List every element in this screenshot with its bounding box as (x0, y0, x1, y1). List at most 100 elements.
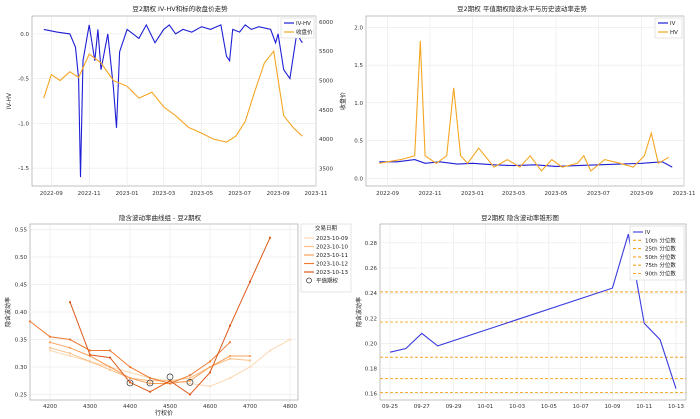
chart1-series-price (43, 49, 303, 143)
chart3-point (68, 354, 72, 358)
chart3-y-tick: 0.45 (15, 283, 28, 289)
chart1-legend: IV-HV 收盘价 (280, 17, 315, 39)
chart3-point (128, 365, 132, 369)
chart2-y-tick: 0.0 (354, 176, 363, 182)
chart1-y2label: 收盘价 (339, 92, 347, 110)
chart2-x-tick: 2023-01 (461, 191, 484, 197)
chart4-x-tick: 09-25 (382, 404, 398, 410)
chart1-y2-tick: 3500 (319, 166, 333, 172)
chart3-x-tick: 4800 (283, 404, 297, 410)
chart3-point (248, 280, 252, 283)
chart3-point (168, 382, 172, 385)
chart1-x-tick: 2023-03 (152, 191, 175, 197)
iv-smile-chart: 隐含波动率曲线组 - 豆2期权 4200 4300 4400 4500 4600 4700… (4, 213, 352, 417)
chart3-point (248, 365, 252, 369)
chart3-point (28, 320, 32, 323)
chart3-atm-marker (186, 379, 194, 386)
chart4-y-tick: 0.26 (365, 266, 378, 272)
chart4-x-tick: 09-29 (446, 404, 462, 410)
chart1-x-tick: 2022-09 (40, 191, 63, 197)
chart3-legend-atm-swatch (306, 277, 312, 284)
chart2-title: 豆2期权 平值期权隐波水平与历史波动率走势 (457, 4, 587, 13)
chart4-y-tick: 0.16 (365, 392, 378, 398)
chart4-legend-label: 25th 分位数 (645, 245, 676, 253)
chart3-point (228, 357, 232, 360)
chart4-x-tick: 10-11 (636, 404, 652, 410)
chart3-point (128, 381, 132, 384)
chart2-x-tick: 2023-03 (502, 191, 525, 197)
chart3-atm-marker (166, 373, 174, 381)
chart3-point (228, 341, 232, 344)
chart4-legend-label: 75th 分位数 (645, 261, 676, 269)
chart3-point (188, 376, 192, 380)
chart3-point (88, 353, 92, 356)
chart2-y-tick: 1.0 (354, 101, 363, 107)
chart3-legend-label: 2023-10-10 (316, 245, 348, 251)
chart2-y-tick: 0.5 (354, 139, 363, 145)
chart3-point (208, 371, 212, 374)
chart2-y-tick: 2.0 (354, 25, 363, 31)
chart1-y2-tick: 6000 (319, 20, 333, 26)
chart1-y-tick: 0.0 (20, 32, 29, 38)
chart4-ylabel: 隐含波动率 (355, 297, 363, 327)
chart3-point (188, 382, 192, 385)
chart3-point (68, 352, 72, 355)
chart2-x-tick: 2023-09 (630, 191, 653, 197)
chart4-x-tick: 10-13 (668, 404, 684, 410)
chart2-x-tick: 2023-07 (587, 191, 610, 197)
chart4-x-tick: 10-09 (604, 404, 620, 410)
chart1-x-tick: 2023-05 (190, 191, 213, 197)
chart3-y-tick: 0.35 (15, 338, 28, 344)
chart2-series-hv (379, 40, 669, 172)
chart3-point (148, 376, 152, 380)
chart2-legend: IV HV (654, 17, 683, 39)
chart3-y-tick: 0.30 (15, 365, 28, 371)
chart3-point (208, 360, 212, 363)
chart3-point (248, 354, 252, 358)
chart4-y-tick: 0.18 (365, 367, 378, 373)
chart3-point (128, 371, 132, 374)
chart3-point (228, 354, 232, 358)
chart3-xlabel: 行权价 (155, 409, 173, 417)
chart3-point (188, 379, 192, 382)
chart3-point (108, 356, 112, 359)
chart1-x-tick: 2023-01 (116, 191, 139, 197)
chart1-legend-iv-hv: IV-HV (296, 21, 311, 27)
chart3-point (148, 382, 152, 385)
chart1-title: 豆2期权 IV-HV和标的收盘价走势 (132, 4, 228, 13)
chart4-x-tick: 10-05 (541, 404, 557, 410)
chart3-legend-title: 交易日期 (315, 224, 338, 232)
chart3-point (48, 349, 52, 352)
chart3-x-tick: 4500 (163, 404, 177, 410)
chart3-title: 隐含波动率曲线组 - 豆2期权 (119, 213, 202, 222)
chart2-x-tick: 2022-11 (419, 191, 442, 197)
chart3-point (208, 365, 212, 369)
chart3-point (188, 393, 192, 396)
chart3-x-tick: 4200 (43, 404, 57, 410)
chart3-x-tick: 4400 (123, 404, 137, 410)
chart2-series-iv (379, 159, 673, 168)
chart1-y-tick: -1.0 (18, 121, 29, 127)
chart4-legend-label: 90th 分位数 (645, 270, 676, 278)
chart4-x-tick: 10-03 (509, 404, 525, 410)
chart1-plot-area (31, 15, 317, 187)
chart4-y-tick: 0.28 (365, 241, 378, 247)
chart1-x-tick: 2023-11 (305, 191, 328, 197)
chart3-point (88, 360, 92, 363)
chart1-x-tick: 2023-09 (267, 191, 290, 197)
chart3-legend: 交易日期 2023-10-09 2023-10-10 2023-10-11 2023-… (300, 223, 352, 293)
chart3-legend-label: 2023-10-12 (316, 262, 348, 268)
chart3-point (268, 349, 272, 352)
chart3-point (108, 349, 112, 352)
chart1-y2-tick: 4000 (319, 137, 333, 143)
chart3-point (248, 359, 252, 362)
chart3-point (108, 368, 112, 371)
chart4-title: 豆2期权 隐含波动率锥形图 (481, 213, 559, 222)
chart3-point (68, 301, 72, 304)
chart1-x-tick: 2023-07 (228, 191, 251, 197)
chart3-point (188, 374, 192, 377)
chart2-legend-hv: HV (670, 30, 678, 36)
chart3-point (48, 341, 52, 344)
